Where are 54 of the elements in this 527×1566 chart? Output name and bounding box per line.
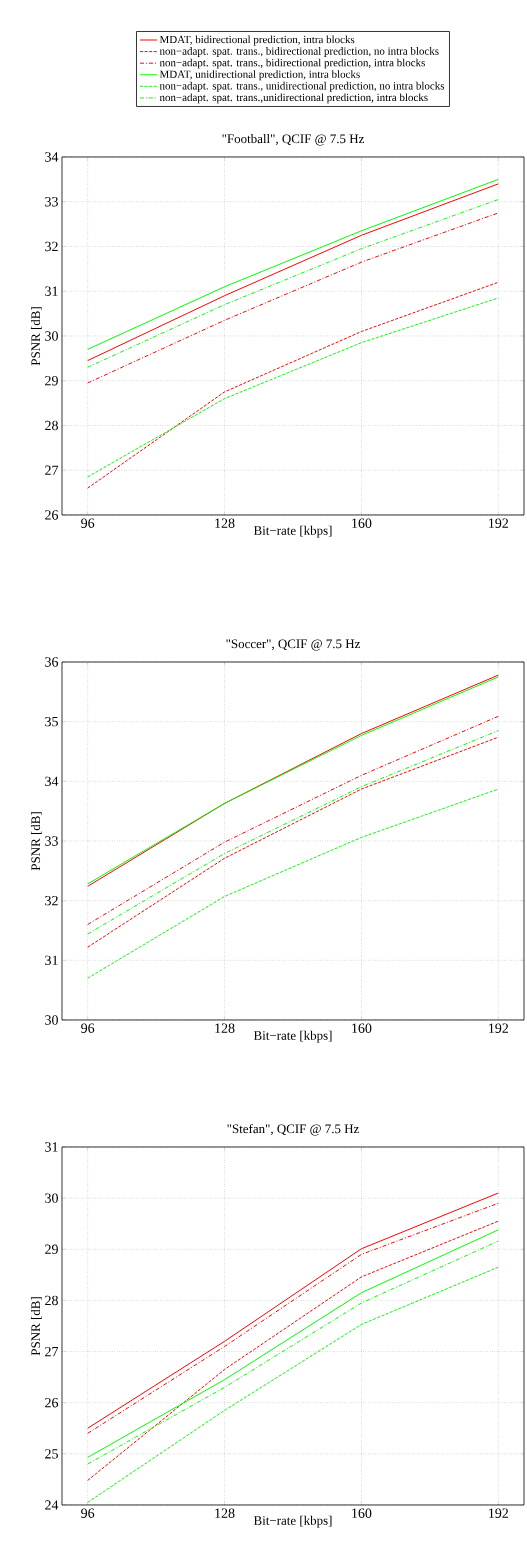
x-tick-label: 160 [352,518,372,528]
y-tick-label: 32 [45,895,58,906]
x-tick-label: 160 [352,1508,372,1518]
y-tick-label: 30 [45,1015,58,1025]
y-tick-label: 35 [45,716,58,727]
chart-title: "Stefan", QCIF @ 7.5 Hz [227,1123,359,1136]
y-tick-label: 29 [45,376,58,386]
x-axis-title: Bit−rate [kbps] [253,1030,332,1043]
x-tick-label: 192 [489,1508,509,1518]
y-tick-label: 27 [45,465,59,475]
y-tick-label: 27 [45,1346,59,1357]
y-tick-label: 33 [45,836,58,846]
y-tick-label: 29 [45,1244,58,1254]
y-axis-title: PSNR [dB] [30,1297,42,1356]
x-tick-label: 96 [81,1508,95,1518]
x-tick-label: 160 [352,1023,372,1033]
line-series [87,212,499,384]
x-tick-label: 192 [489,1023,509,1033]
y-tick-label: 24 [45,1500,59,1510]
y-tick-label: 34 [45,152,59,162]
y-tick-label: 28 [45,1295,58,1306]
legend-label: MDAT, bidirectional prediction, intra blocks [159,35,355,46]
y-tick-label: 31 [45,955,58,965]
legend-label: non−adapt. spat. trans., bidirectional prediction, intra blocks [159,58,425,69]
y-tick-label: 34 [45,776,59,787]
y-tick-label: 31 [45,1142,58,1152]
legend-label: non−adapt. spat. trans., bidirectional prediction, no intra blocks [159,47,439,57]
legend-label: MDAT, unidirectional prediction, intra blocks [159,70,360,81]
chart-title: "Soccer", QCIF @ 7.5 Hz [226,639,360,651]
y-tick-label: 26 [45,510,59,520]
y-axis-title: PSNR [dB] [30,307,42,366]
x-axis-title: Bit−rate [kbps] [253,1515,332,1528]
y-tick-label: 36 [45,657,59,667]
x-tick-label: 192 [489,518,509,528]
y-tick-label: 26 [45,1398,59,1408]
chart-title: "Football", QCIF @ 7.5 Hz [222,134,364,146]
y-tick-label: 32 [45,241,58,252]
legend-label: non−adapt. spat. trans., unidirectional prediction, no intra blocks [159,81,445,92]
x-tick-label: 128 [215,1023,235,1033]
x-tick-label: 128 [215,1508,235,1518]
y-tick-label: 30 [45,1193,58,1203]
y-tick-label: 33 [45,197,58,207]
y-axis-title: PSNR [dB] [30,812,42,871]
x-tick-label: 96 [81,1023,95,1033]
y-tick-label: 30 [45,331,58,341]
legend-label: non−adapt. spat. trans.,unidirectional prediction, intra blocks [159,93,428,104]
line-series [87,1266,499,1503]
x-tick-label: 128 [215,518,235,528]
x-axis-title: Bit−rate [kbps] [253,525,332,538]
x-tick-label: 96 [81,518,95,528]
y-tick-label: 31 [45,286,58,296]
y-tick-label: 25 [45,1449,58,1459]
y-tick-label: 28 [45,420,58,431]
line-series [87,788,499,979]
